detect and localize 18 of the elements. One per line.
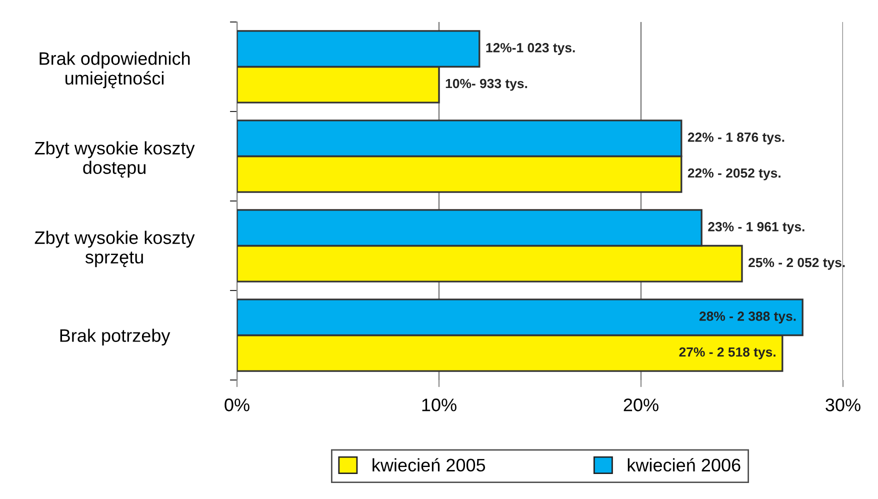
data-label: 12%-1 023 tys.	[486, 43, 575, 55]
data-label: 22% - 1 876 tys.	[688, 132, 784, 144]
y-tick-label: Zbyt wysokie koszty sprzętu	[34, 230, 195, 268]
y-tick-label: Brak odpowiednich umiejętności	[40, 52, 190, 88]
x-tick-label: 30%	[826, 398, 860, 412]
data-label: 25% - 2 052 tys.	[748, 258, 845, 270]
data-label: 22% - 2052 tys.	[688, 168, 780, 180]
data-label: 23% - 1 961 tys.	[708, 222, 804, 234]
legend-label: kwiecień 2006	[628, 458, 740, 472]
x-tick-label: 20%	[624, 398, 658, 412]
data-label: 27% - 2 518 tys.	[679, 347, 776, 360]
data-label: 28% - 2 388 tys.	[699, 312, 796, 324]
data-label: 10%- 933 tys.	[446, 78, 528, 91]
y-tick-label: Zbyt wysokie koszty dostępu	[34, 141, 195, 178]
y-tick-label: Brak potrzeby	[60, 328, 170, 346]
x-tick-label: 10%	[422, 398, 456, 412]
x-tick-label: 0%	[224, 398, 250, 412]
legend-label: kwiecień 2005	[372, 458, 486, 472]
